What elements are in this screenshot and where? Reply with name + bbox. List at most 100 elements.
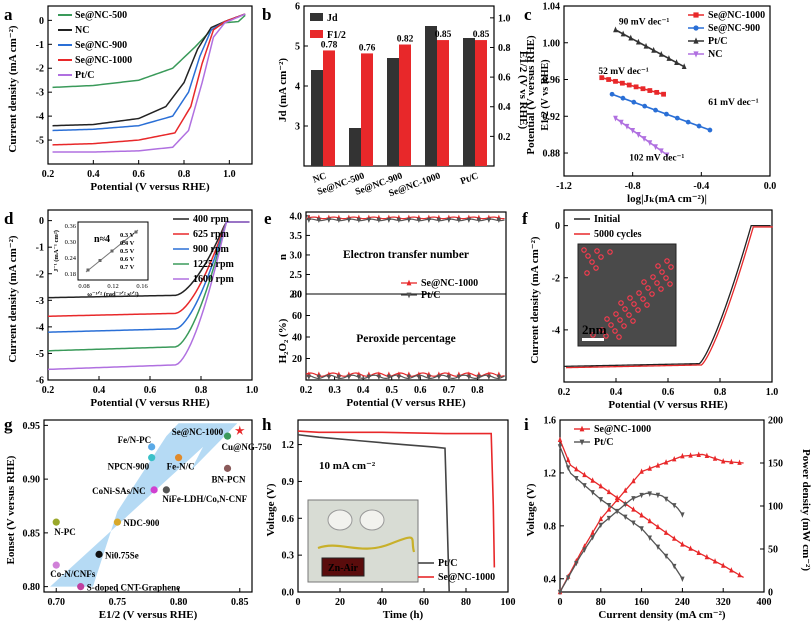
panel-d-inset-point xyxy=(86,268,90,272)
panel-c-point xyxy=(613,115,618,122)
panel-c-legend-marker xyxy=(693,37,699,44)
panel-c-point xyxy=(661,91,666,97)
panel-f-inset-atom xyxy=(636,290,642,296)
panel-a-x-tick-label: 0.8 xyxy=(178,169,191,180)
panel-i-y2-tick-label: 100 xyxy=(768,502,783,513)
panel-d-series-400 rpm xyxy=(47,221,250,299)
panel-f-inset-atom xyxy=(649,291,655,297)
panel-c-frame xyxy=(563,5,771,177)
panel-e-ybottom-tick-label: 20 xyxy=(292,354,302,365)
panel-f-inset-atom xyxy=(627,295,633,301)
panel-c-point xyxy=(620,95,626,101)
panel-i-power-marker xyxy=(672,456,677,462)
panel-d-legend-label: 1600 rpm xyxy=(193,274,235,285)
panel-e-bottom-caption: Peroxide percentage xyxy=(356,333,456,345)
panel-e-n-marker xyxy=(436,217,442,224)
panel-b-bar-e12 xyxy=(475,40,487,166)
panel-c-fit-Se@NC-1000 xyxy=(601,76,664,95)
panel-i-voltage-marker xyxy=(721,562,726,568)
panel-e-ybottom-tick-label: 40 xyxy=(292,333,302,344)
panel-i-voltage-marker xyxy=(565,456,571,463)
panel-c-y-tick-label: 1.00 xyxy=(543,38,561,49)
panel-c-x-tick-label: -1.2 xyxy=(556,181,572,192)
panel-i-voltage-marker xyxy=(565,465,571,471)
panel-d-inset-ylabel: J⁻¹ (mA⁻¹ cm²) xyxy=(53,230,60,272)
panel-c-point xyxy=(628,34,634,41)
panel-i-power-Pt/C xyxy=(559,492,683,593)
panel-e-frame xyxy=(305,211,507,381)
panel-c-point xyxy=(685,119,691,125)
panel-e-n-marker xyxy=(446,217,452,224)
panel-b-legend-swatch xyxy=(310,30,323,38)
panel-a-series-Se@NC-900 xyxy=(52,13,246,132)
panel-d-y-tick-label: -4 xyxy=(36,322,44,333)
panel-i-y-tick-label: 1.2 xyxy=(544,468,557,479)
panel-b-bar-jd xyxy=(387,58,399,166)
panel-i-ylabel: Voltage (V) xyxy=(525,483,537,536)
panel-c-point xyxy=(642,103,648,109)
panel-h-inset-cell xyxy=(327,509,353,531)
panel-d-xlabel: Potential (V versus RHE) xyxy=(90,397,210,409)
panel-i-y2-tick-label: 0 xyxy=(768,588,773,599)
panel-b-bar-label: 0.85 xyxy=(435,30,452,40)
panel-i-voltage-marker xyxy=(557,444,563,450)
panel-g-point-label: NiFe-LDH/Co,N-CNF xyxy=(162,494,247,504)
panel-f-inset-atom xyxy=(650,274,656,280)
panel-c-point xyxy=(664,152,670,159)
panel-i-power-marker xyxy=(712,455,718,461)
panel-a-series-Pt/C xyxy=(52,13,246,153)
panel-c-y-tick-label: 0.88 xyxy=(543,149,561,160)
panel-d-inset-ytick: 0.18 xyxy=(65,271,76,278)
panel-c-point xyxy=(674,115,680,121)
panel-c-legend-label: NC xyxy=(708,49,722,60)
panel-letter-b: b xyxy=(262,5,271,24)
panel-g-point xyxy=(148,454,156,462)
panel-b-bar-e12 xyxy=(437,40,449,166)
panel-f-series-Initial xyxy=(563,224,771,368)
panel-i-voltage-marker xyxy=(663,529,669,535)
panel-g-point-label: N-PC xyxy=(54,527,75,537)
panel-g-point xyxy=(150,486,158,494)
panel-i-y2-tick-label: 200 xyxy=(768,416,783,427)
panel-d-legend-label: 400 rpm xyxy=(193,214,230,225)
panel-f-inset-atom xyxy=(603,333,609,339)
panel-c-slope-label: 102 mV dec⁻¹ xyxy=(629,153,684,163)
panel-a-legend-label: NC xyxy=(75,25,89,36)
panel-e-n-Se@NC-1000 xyxy=(305,216,505,220)
panel-i-power-marker xyxy=(623,487,628,493)
panel-h-x-tick-label: 0 xyxy=(296,597,301,608)
panel-d-x-tick-label: 1.0 xyxy=(246,385,259,396)
panel-e-h2o2-marker xyxy=(356,374,362,380)
panel-g-point xyxy=(52,518,60,526)
panel-h-y-tick-label: 0.6 xyxy=(282,514,295,525)
panel-a-x-tick-label: 0.6 xyxy=(132,169,145,180)
panel-i-power-marker xyxy=(631,496,636,502)
panel-c-legend-label: Se@NC-1000 xyxy=(708,10,765,21)
panel-h-x-tick-label: 20 xyxy=(335,597,345,608)
panel-f-y-tick-label: 0 xyxy=(555,221,560,232)
panel-i-voltage-marker xyxy=(631,520,636,526)
panel-d-legend-label: 1225 rpm xyxy=(193,259,235,270)
panel-c-point xyxy=(613,26,618,33)
panel-i-x-tick-label: 320 xyxy=(716,597,731,608)
panel-g-point xyxy=(52,561,60,569)
panel-i-power-marker xyxy=(565,575,571,581)
panel-i-power-marker xyxy=(737,459,742,465)
panel-f-inset-atom xyxy=(594,248,600,254)
panel-e-legend-label: Pt/C xyxy=(421,290,440,301)
panel-g-point-label: Fe-N/C xyxy=(167,462,195,472)
panel-c-point xyxy=(606,77,612,82)
panel-h-inset-wire xyxy=(317,536,416,553)
panel-i-power-marker xyxy=(582,547,587,553)
panel-b-legend-label: F1/2 xyxy=(327,30,346,41)
panel-f-legend-label: Initial xyxy=(594,214,620,225)
panel-e-top-caption: Electron transfer number xyxy=(343,249,469,261)
panel-g-point xyxy=(223,464,232,472)
panel-d-legend-label: 625 rpm xyxy=(193,229,230,240)
panel-b-y-tick-label: 5 xyxy=(295,42,300,53)
panel-i-voltage-marker xyxy=(574,476,579,482)
panel-d-inset-point xyxy=(98,259,102,262)
panel-b-bar-e12 xyxy=(399,44,411,166)
panel-g-y-tick-label: 0.85 xyxy=(23,528,41,539)
panel-e-ytop-label: n xyxy=(277,254,289,260)
